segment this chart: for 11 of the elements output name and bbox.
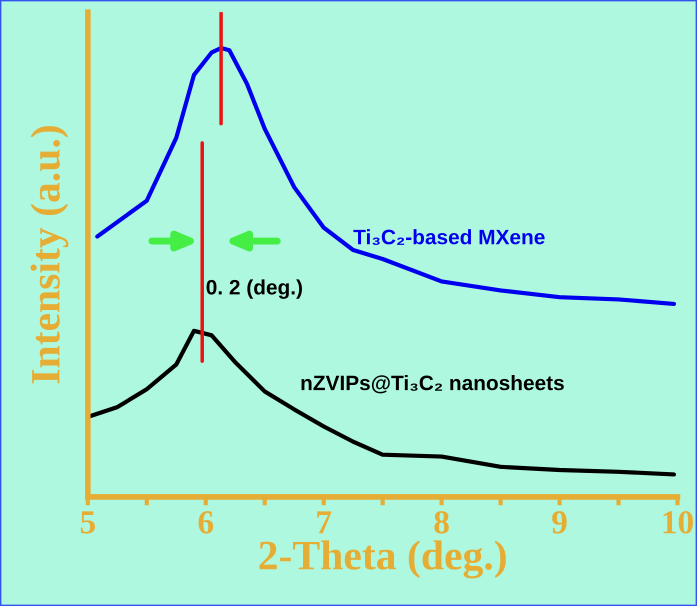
x-tick-label: 8 <box>434 511 449 534</box>
y-axis-title: Intensity (a.u.) <box>30 126 68 384</box>
series-label: nZVIPs@Ti₃C₂ nanosheets <box>301 374 564 394</box>
x-tick-label: 10 <box>663 511 693 534</box>
x-axis-title: 2-Theta (deg.) <box>259 540 506 578</box>
x-tick-label: 7 <box>317 511 332 534</box>
x-tick-label: 9 <box>552 511 567 534</box>
series-label: Ti₃C₂-based MXene <box>353 229 545 245</box>
x-tick-label: 5 <box>80 511 95 534</box>
annotation: 0. 2 (deg.) <box>206 279 302 299</box>
x-tick-label: 6 <box>198 511 214 534</box>
